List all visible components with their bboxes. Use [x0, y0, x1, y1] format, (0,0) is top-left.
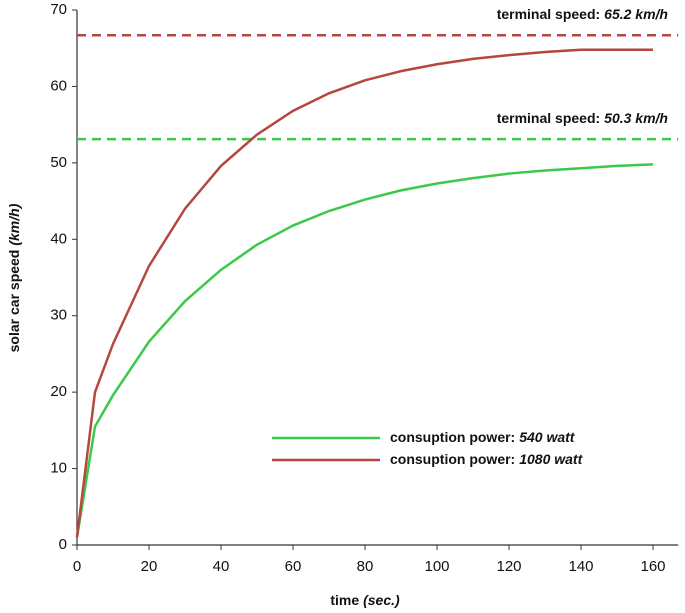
y-tick-label: 70: [50, 1, 67, 18]
series-line: [75, 48, 653, 538]
x-tick-label: 80: [357, 558, 374, 575]
y-tick-label: 30: [50, 307, 67, 324]
y-axis-title-text: solar car speed: [6, 250, 22, 353]
legend-label: consuption power: 1080 watt: [390, 451, 584, 467]
legend-text: consuption power:: [390, 451, 515, 467]
y-axis-title-unit: (km/h): [6, 203, 22, 245]
terminal-speed-text: terminal speed:: [497, 110, 600, 126]
x-tick-label: 120: [496, 558, 521, 575]
x-axis-title-unit: (sec.): [363, 592, 400, 608]
legend-detail: 1080 watt: [519, 451, 583, 467]
x-tick-label: 100: [424, 558, 449, 575]
legend-detail: 540 watt: [519, 429, 576, 445]
x-axis-title-text: time: [330, 592, 359, 608]
x-axis-title: time (sec.): [330, 592, 400, 608]
legend-label: consuption power: 540 watt: [390, 429, 576, 445]
y-axis-title: solar car speed (km/h): [6, 203, 22, 352]
legend-text: consuption power:: [390, 429, 515, 445]
y-tick-label: 50: [50, 154, 67, 171]
terminal-speed-value: 50.3 km/h: [604, 110, 668, 126]
y-tick-label: 10: [50, 460, 67, 477]
y-tick-label: 60: [50, 77, 67, 94]
x-tick-label: 40: [213, 558, 230, 575]
terminal-speed-value: 65.2 km/h: [604, 6, 668, 22]
terminal-speed-label: terminal speed: 50.3 km/h: [497, 110, 668, 126]
x-tick-label: 0: [73, 558, 81, 575]
series-line: [75, 163, 654, 538]
x-tick-label: 20: [141, 558, 158, 575]
y-tick-label: 20: [50, 383, 67, 400]
x-tick-label: 140: [568, 558, 593, 575]
y-tick-label: 40: [50, 230, 67, 247]
terminal-speed-label: terminal speed: 65.2 km/h: [497, 6, 668, 22]
y-tick-label: 0: [59, 536, 67, 553]
x-tick-label: 60: [285, 558, 302, 575]
x-tick-label: 160: [640, 558, 665, 575]
terminal-speed-text: terminal speed:: [497, 6, 600, 22]
